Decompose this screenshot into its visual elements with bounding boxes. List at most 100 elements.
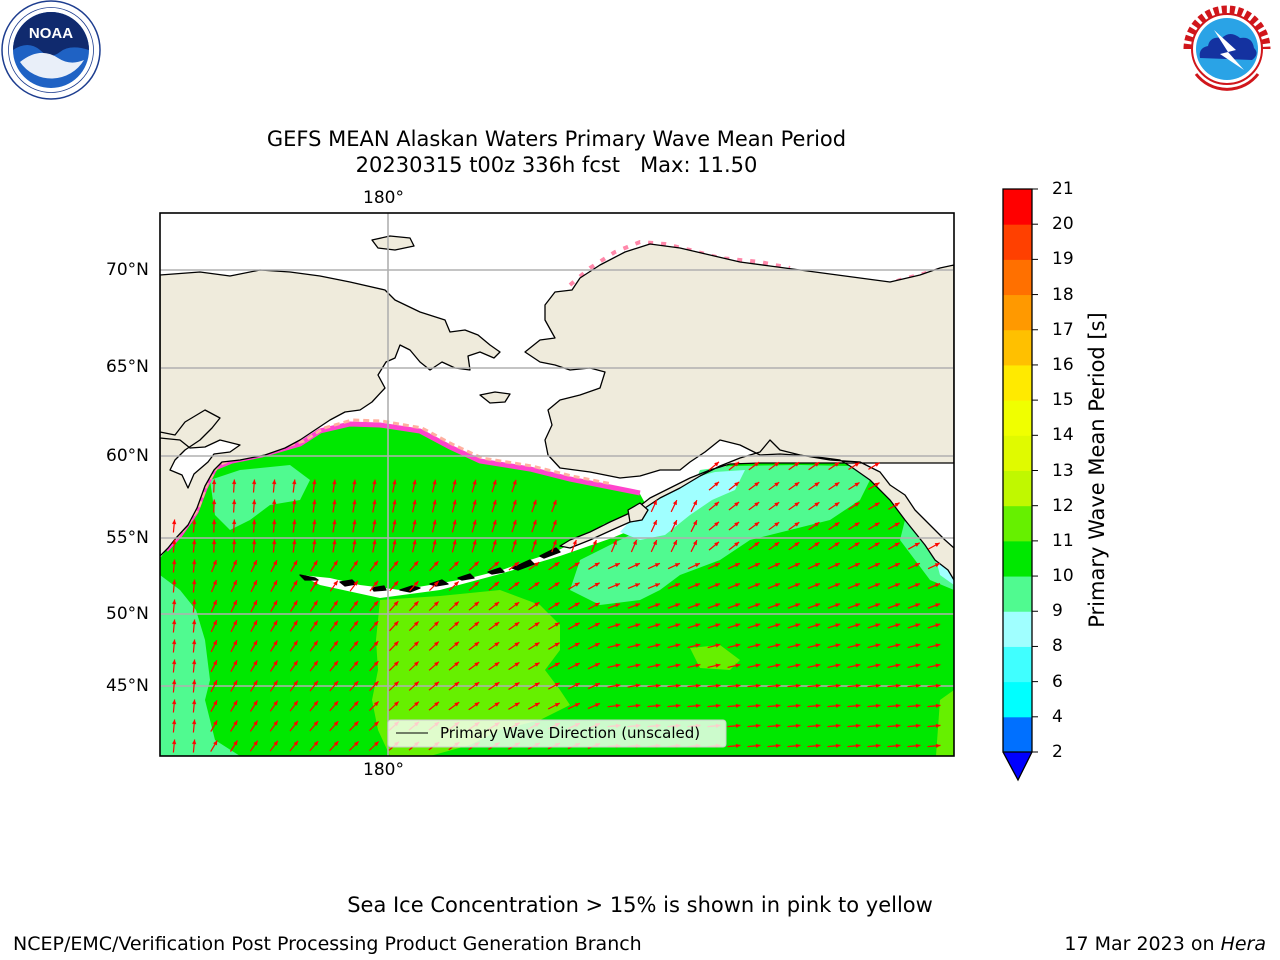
wave-direction-arrowhead xyxy=(313,580,318,586)
wave-direction-arrowhead xyxy=(213,740,218,746)
wave-direction-arrowhead xyxy=(373,661,379,666)
wave-direction-arrowhead xyxy=(534,562,540,567)
wave-direction-arrowhead xyxy=(635,703,641,708)
wave-direction-arrowhead xyxy=(835,623,841,628)
wave-direction-arrowhead xyxy=(895,703,901,708)
wave-direction-arrowhead xyxy=(472,539,477,545)
wave-direction-arrowhead xyxy=(735,583,740,588)
wave-direction-arrowhead xyxy=(534,662,540,667)
wave-direction-arrowhead xyxy=(775,643,781,648)
wave-direction-arrowhead xyxy=(413,601,419,607)
wave-direction-arrowhead xyxy=(794,482,800,487)
wave-direction-arrowhead xyxy=(273,560,277,566)
wave-direction-arrowhead xyxy=(273,740,278,746)
wave-direction-arrowhead xyxy=(814,462,820,467)
wave-direction-arrowhead xyxy=(393,621,399,626)
lon-label-bottom: 180° xyxy=(363,760,404,780)
wave-direction-arrowhead xyxy=(293,580,298,586)
wave-direction-arrowhead xyxy=(534,622,540,627)
wave-direction-arrowhead xyxy=(392,539,397,545)
wave-direction-arrowhead xyxy=(735,623,741,628)
wave-direction-arrowhead xyxy=(172,599,177,605)
footer-credit: NCEP/EMC/Verification Post Processing Pr… xyxy=(13,933,642,955)
wave-direction-arrowhead xyxy=(674,563,680,568)
colorbar-tick-label: 18 xyxy=(1052,284,1074,305)
wave-direction-arrowhead xyxy=(655,683,661,688)
wave-direction-arrowhead xyxy=(213,680,217,686)
wave-direction-arrowhead xyxy=(412,539,417,545)
wave-direction-arrowhead xyxy=(714,481,719,487)
wave-direction-arrowhead xyxy=(835,663,841,668)
wave-direction-arrowhead xyxy=(854,462,860,467)
wave-direction-arrowhead xyxy=(272,519,277,525)
wave-direction-arrowhead xyxy=(655,663,661,668)
wave-direction-arrowhead xyxy=(373,681,379,687)
wave-direction-arrowhead xyxy=(574,703,580,708)
wave-direction-arrowhead xyxy=(612,540,617,545)
wave-direction-arrowhead xyxy=(775,723,781,728)
wave-direction-arrowhead xyxy=(594,582,600,587)
lat-label-50n: 50°N xyxy=(106,604,149,624)
wave-direction-arrowhead xyxy=(755,663,761,668)
colorbar-tick-label: 20 xyxy=(1052,214,1074,235)
wave-direction-arrowhead xyxy=(232,580,237,586)
wave-direction-arrowhead xyxy=(352,499,357,505)
wave-direction-arrowhead xyxy=(253,640,258,646)
wave-direction-arrowhead xyxy=(253,680,258,686)
land xyxy=(160,235,954,593)
wave-direction-arrowhead xyxy=(212,620,217,626)
wave-direction-arrowhead xyxy=(192,659,197,665)
wave-direction-arrowhead xyxy=(615,623,621,628)
wave-direction-arrowhead xyxy=(814,542,820,547)
wave-direction-arrowhead xyxy=(775,623,781,628)
wave-direction-arrowhead xyxy=(714,563,720,568)
wave-direction-arrowhead xyxy=(675,623,681,628)
wave-direction-arrowhead xyxy=(935,683,941,688)
wave-direction-arrowhead xyxy=(172,679,177,685)
wave-direction-arrowhead xyxy=(755,623,761,628)
wave-direction-arrowhead xyxy=(494,682,500,687)
wave-direction-arrowhead xyxy=(715,683,721,688)
wave-direction-arrowhead xyxy=(352,539,357,545)
wave-direction-arrowhead xyxy=(695,643,701,648)
wave-direction-arrowhead xyxy=(594,602,600,607)
wave-direction-arrowhead xyxy=(313,741,319,746)
wave-direction-arrowhead xyxy=(492,499,497,505)
wave-direction-arrowhead xyxy=(855,683,861,688)
land-alaska xyxy=(524,243,954,581)
wave-direction-arrowhead xyxy=(675,583,680,588)
wave-direction-arrowhead xyxy=(875,643,881,648)
wave-direction-arrowhead xyxy=(393,641,399,647)
wave-direction-arrowhead xyxy=(895,663,901,668)
wave-direction-arrowhead xyxy=(413,561,419,566)
wave-direction-arrowhead xyxy=(574,602,580,607)
wave-direction-arrowhead xyxy=(472,519,477,525)
wave-direction-arrowhead xyxy=(815,623,821,628)
wave-direction-arrowhead xyxy=(695,703,701,708)
wave-direction-arrowhead xyxy=(875,743,881,748)
wave-direction-arrowhead xyxy=(915,583,920,588)
wave-direction-arrowhead xyxy=(373,601,379,606)
wave-direction-arrowhead xyxy=(172,519,177,525)
wave-direction-arrowhead xyxy=(934,563,940,568)
sea-ice-edge-yellow xyxy=(166,418,613,548)
wave-direction-arrowhead xyxy=(714,541,719,547)
wave-direction-arrowhead xyxy=(915,743,921,748)
wave-direction-arrowhead xyxy=(372,499,377,505)
wave-direction-arrowhead xyxy=(253,700,258,706)
wave-direction-arrowhead xyxy=(855,623,861,628)
wave-direction-arrowhead xyxy=(454,702,460,707)
wave-direction-arrowhead xyxy=(755,743,761,748)
wave-direction-arrowhead xyxy=(834,563,840,568)
wave-direction-arrowhead xyxy=(514,642,520,647)
wave-direction-arrowhead xyxy=(554,662,560,667)
wave-direction-arrowhead xyxy=(672,500,677,506)
wave-direction-arrowhead xyxy=(875,583,880,588)
wave-direction-arrowhead xyxy=(413,641,419,647)
wave-direction-arrowhead xyxy=(534,682,540,687)
wave-direction-arrowhead xyxy=(494,702,500,707)
wave-direction-arrowhead xyxy=(554,682,560,687)
wave-direction-arrowhead xyxy=(333,701,339,706)
wave-direction-arrowhead xyxy=(492,519,497,525)
wave-direction-arrowhead xyxy=(332,519,337,525)
